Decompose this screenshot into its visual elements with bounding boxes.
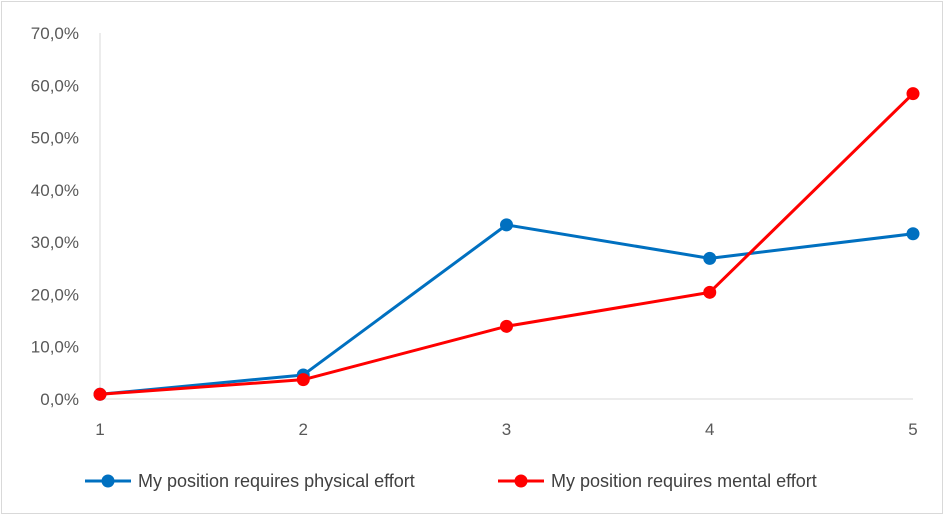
x-tick-label: 4 (705, 420, 714, 439)
y-tick-label: 30,0% (31, 233, 79, 252)
x-tick-label: 1 (95, 420, 104, 439)
legend: My position requires physical effort My p… (85, 471, 817, 491)
series-2 (93, 87, 920, 401)
series-line (98, 223, 915, 396)
series-layer (93, 87, 920, 401)
data-point (906, 87, 920, 101)
y-tick-label: 40,0% (31, 181, 79, 200)
y-tick-label: 0,0% (40, 390, 79, 409)
legend-swatch-marker (514, 474, 528, 488)
y-tick-label: 10,0% (31, 338, 79, 357)
legend-swatch-marker (101, 474, 115, 488)
y-tick-label: 50,0% (31, 129, 79, 148)
x-tick-label: 5 (908, 420, 917, 439)
x-tick-label: 2 (299, 420, 308, 439)
legend-label: My position requires mental effort (551, 471, 817, 491)
y-tick-label: 20,0% (31, 285, 79, 304)
x-tick-label: 3 (502, 420, 511, 439)
data-point (906, 227, 920, 241)
series-line (98, 92, 915, 396)
data-point (500, 319, 513, 333)
x-axis: 1 2 3 4 5 (95, 398, 918, 439)
y-tick-label: 70,0% (31, 24, 79, 43)
y-tick-label: 60,0% (31, 76, 79, 95)
legend-item: My position requires physical effort (85, 471, 415, 491)
series-1 (93, 218, 920, 401)
data-point (296, 373, 310, 387)
legend-item: My position requires mental effort (498, 471, 817, 491)
y-axis: 0,0% 10,0% 20,0% 30,0% 40,0% 50,0% 60,0% 70,0% (31, 24, 101, 409)
data-point (703, 285, 717, 299)
data-point (500, 218, 513, 232)
data-point (703, 251, 717, 265)
data-point (93, 387, 107, 401)
legend-label: My position requires physical effort (138, 471, 415, 491)
